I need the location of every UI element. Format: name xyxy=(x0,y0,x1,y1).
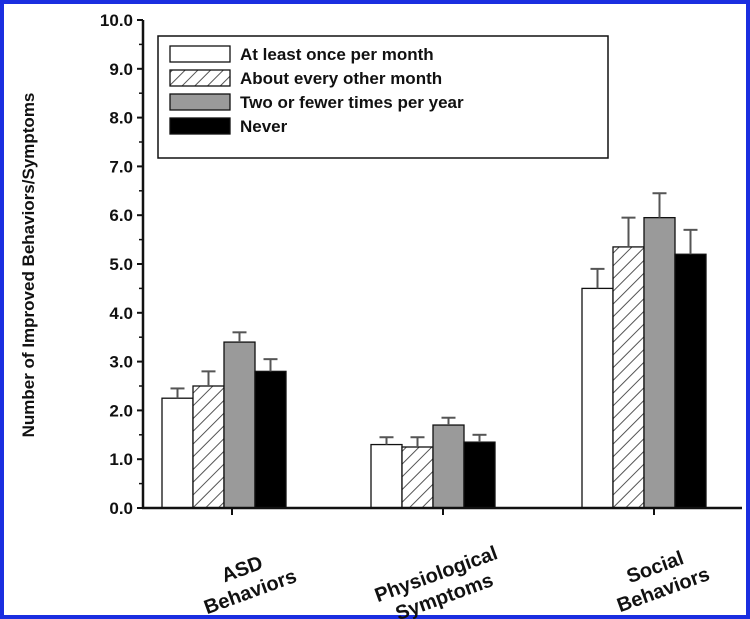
bar-3-4 xyxy=(674,253,707,509)
bar-1-1 xyxy=(161,397,194,509)
bar-2-1 xyxy=(370,443,403,509)
bar-1-3 xyxy=(223,341,256,509)
y-tick-label: 9.0 xyxy=(109,60,133,79)
legend-label: At least once per month xyxy=(240,45,434,64)
y-tick-label: 7.0 xyxy=(109,157,133,176)
y-tick-label: 0.0 xyxy=(109,499,133,518)
legend-swatch xyxy=(169,117,231,135)
legend-label: Two or fewer times per year xyxy=(240,93,464,112)
legend-label: Never xyxy=(240,117,288,136)
legend: At least once per month About every other… xyxy=(157,35,609,159)
y-tick-label: 10.0 xyxy=(100,11,133,30)
bar-2-3 xyxy=(432,424,465,509)
bar-3-2 xyxy=(612,246,645,509)
bar-3-3 xyxy=(643,216,676,509)
axes xyxy=(141,20,742,515)
legend-swatch xyxy=(169,93,231,111)
legend-swatch xyxy=(169,69,231,87)
bar-3-1 xyxy=(581,287,614,509)
bar-2-4 xyxy=(463,441,496,509)
y-tick-label: 4.0 xyxy=(109,304,133,323)
y-tick-label: 6.0 xyxy=(109,206,133,225)
y-tick-label: 3.0 xyxy=(109,353,133,372)
bar-1-2 xyxy=(192,385,225,509)
legend-label: About every other month xyxy=(240,69,442,88)
legend-box xyxy=(157,35,609,159)
y-axis-title: Number of Improved Behaviors/Symptoms xyxy=(19,93,38,438)
y-axis-ticks: 0.0 1.0 2.0 3.0 4.0 5.0 6.0 7.0 8.0 9.0 10.0 xyxy=(100,11,143,518)
bar-2-2 xyxy=(401,446,434,509)
y-tick-label: 5.0 xyxy=(109,255,133,274)
y-tick-label: 1.0 xyxy=(109,450,133,469)
bars-group xyxy=(161,192,707,509)
y-tick-label: 2.0 xyxy=(109,401,133,420)
y-tick-label: 8.0 xyxy=(109,109,133,128)
legend-swatch xyxy=(169,45,231,63)
bar-1-4 xyxy=(254,370,287,509)
